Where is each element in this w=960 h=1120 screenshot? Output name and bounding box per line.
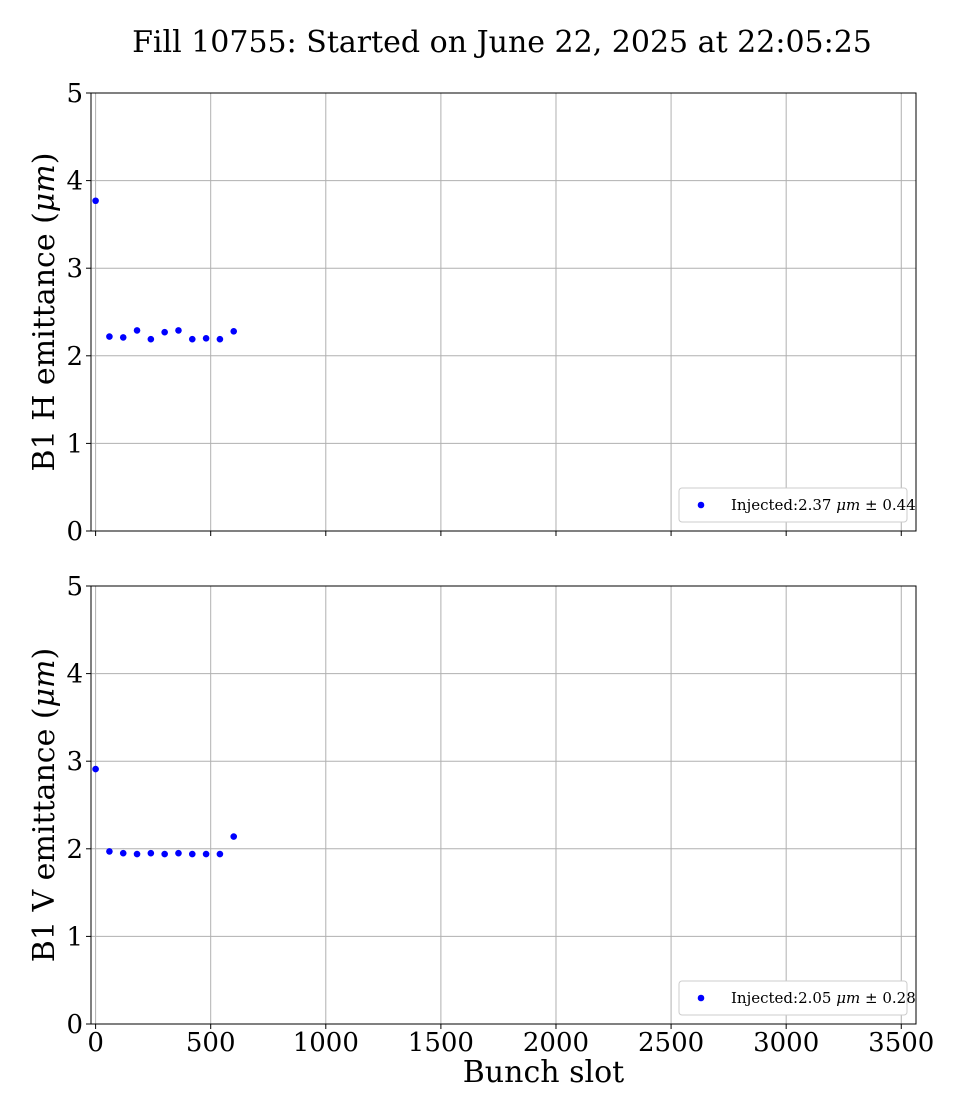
y-tick-label: 4 [66,660,83,690]
x-tick-label: 1000 [293,1028,359,1058]
y-axis-label: B1 H emittance (μm) [27,153,62,472]
data-point [230,327,238,335]
y-axis-label: B1 V emittance (μm) [27,648,62,962]
legend-box [678,487,908,523]
axes-frame [90,585,917,1025]
data-point [216,335,224,343]
y-tick-label: 2 [66,342,83,372]
x-tick-label: 3000 [753,1028,819,1058]
x-tick-label: 0 [87,1028,104,1058]
panel-1: 0 1 2 3 4 5 B1 H emittance (μm) Injected:2.37 μ… [27,79,917,547]
y-tick-label: 5 [66,79,83,109]
y-tick-label: 3 [66,747,83,777]
data-point [106,848,113,855]
x-tick-label: 3500 [868,1028,934,1058]
y-tick-label: 0 [66,1010,83,1040]
legend: Injected:2.05 μm ± 0.28 [678,980,916,1016]
data-point [119,334,127,341]
legend-marker [697,994,705,1002]
y-tick-label: 2 [66,835,83,865]
legend: Injected:2.37 μm ± 0.44 [678,487,916,523]
data-point [106,333,113,340]
data-point [188,335,196,343]
data-point [133,327,141,334]
legend-marker [697,501,705,509]
y-tick-label: 4 [66,167,83,197]
y-tick-label: 0 [66,517,83,547]
data-point [202,334,210,342]
data-point [216,850,224,858]
panels: 0 1 2 3 4 5 B1 H emittance (μm) Injected:2.37 μ… [27,79,934,1090]
legend-label: Injected:2.37 μm ± 0.44 [731,496,916,514]
x-tick-label: 2500 [638,1028,704,1058]
data-point [188,850,196,858]
axes-frame [90,92,917,532]
y-tick-label: 1 [66,429,83,459]
data-point [202,850,210,858]
data-point [175,327,182,334]
data-point [133,850,141,858]
x-tick-label: 1500 [408,1028,474,1058]
data-point [161,328,168,336]
figure-title: Fill 10755: Started on June 22, 2025 at … [132,25,872,60]
y-tick-label: 3 [66,254,83,284]
data-point [92,197,99,205]
data-point [147,849,155,857]
y-tick-label: 1 [66,922,83,952]
panel-2: 0 500 1000 1500 2000 2500 3000 3500 0 1 2 3 4 5 B1 V e… [27,572,934,1090]
x-axis-label: Bunch slot [463,1055,624,1090]
data-point [92,765,99,773]
data-point [147,335,155,343]
data-point [161,850,168,858]
data-point [175,849,182,857]
x-tick-label: 500 [186,1028,236,1058]
x-tick-label: 2000 [523,1028,589,1058]
data-point [230,833,238,840]
y-tick-label: 5 [66,572,83,602]
legend-box [678,980,908,1016]
data-point [119,849,127,857]
legend-label: Injected:2.05 μm ± 0.28 [731,989,916,1007]
